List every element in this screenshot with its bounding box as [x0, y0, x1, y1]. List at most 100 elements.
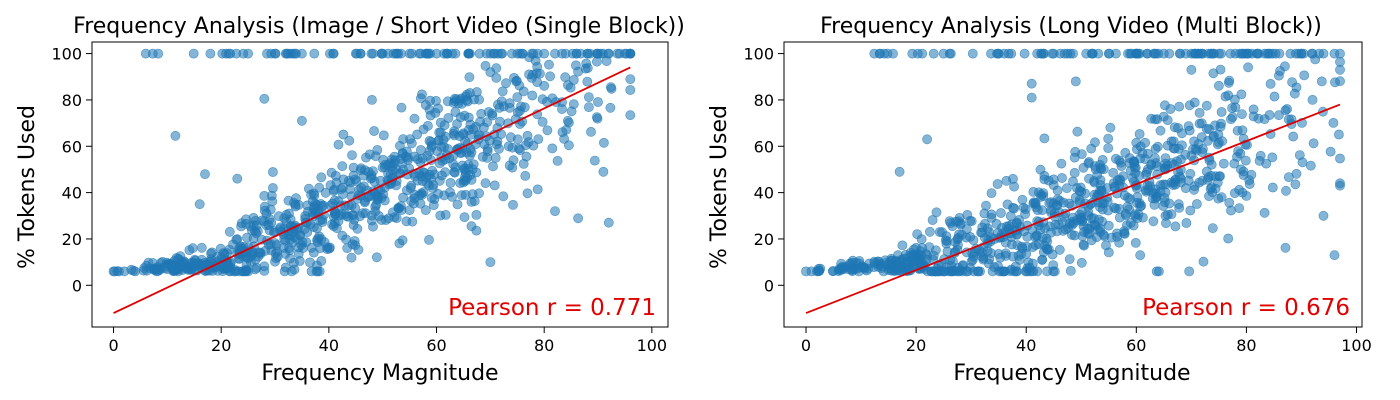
data-point [1173, 143, 1184, 154]
data-point [1072, 126, 1083, 137]
data-point [520, 170, 531, 181]
data-point [533, 134, 544, 144]
data-point [394, 140, 405, 151]
data-point [452, 199, 463, 210]
data-point [1198, 256, 1209, 267]
data-point [224, 226, 235, 237]
data-point [1289, 88, 1300, 99]
data-point [1267, 182, 1278, 193]
y-tick-label: 60 [62, 137, 82, 156]
data-point [1152, 114, 1163, 125]
data-point [1052, 185, 1063, 196]
data-point [405, 134, 415, 144]
data-point [1275, 66, 1285, 76]
data-point [449, 167, 460, 178]
data-point [1177, 128, 1187, 139]
data-point [1012, 240, 1023, 251]
data-point [302, 227, 313, 238]
x-tick-label: 80 [534, 336, 554, 355]
data-point [328, 186, 339, 196]
data-point [350, 174, 361, 185]
data-point [915, 246, 926, 257]
data-point [205, 48, 216, 59]
data-point [1162, 115, 1173, 125]
y-tick-label: 100 [743, 45, 774, 64]
data-point [471, 167, 482, 178]
data-point [1111, 48, 1121, 59]
data-point [1325, 146, 1336, 157]
data-point [1046, 227, 1056, 238]
data-point [282, 48, 293, 59]
data-point [333, 139, 344, 150]
data-point [1223, 90, 1234, 101]
data-point [348, 220, 359, 230]
data-point [524, 52, 534, 63]
data-point [1115, 175, 1126, 186]
data-point [358, 181, 369, 192]
data-point [328, 48, 339, 59]
data-point [522, 130, 533, 141]
chart-title: Frequency Analysis (Long Video (Multi Bl… [820, 14, 1322, 39]
data-point [503, 141, 514, 152]
data-point [977, 222, 988, 233]
data-point [393, 48, 404, 59]
y-tick-label: 20 [754, 230, 774, 249]
data-point [188, 48, 199, 59]
data-point [925, 226, 935, 237]
data-point [430, 108, 441, 118]
data-point [509, 73, 519, 83]
data-point [396, 205, 407, 215]
data-point [1236, 164, 1246, 175]
data-point [492, 48, 503, 59]
data-point [371, 252, 382, 263]
data-point [813, 263, 824, 274]
data-point [1172, 156, 1182, 167]
data-point [206, 254, 216, 264]
data-point [347, 150, 357, 160]
x-tick-label: 20 [211, 336, 231, 355]
data-point [424, 234, 434, 245]
y-tick-label: 40 [754, 184, 774, 203]
data-point [1048, 174, 1059, 185]
data-point [1335, 153, 1345, 164]
x-tick-label: 60 [426, 336, 446, 355]
data-point [1166, 209, 1177, 220]
data-point [1086, 143, 1097, 154]
data-point [307, 196, 318, 207]
data-point [454, 95, 465, 106]
data-point [933, 266, 944, 277]
data-point [1225, 48, 1236, 59]
data-point [455, 178, 466, 188]
data-point [370, 201, 381, 212]
data-point [383, 213, 394, 224]
data-point [1103, 220, 1114, 231]
data-point [1024, 266, 1035, 277]
data-point [1158, 201, 1169, 211]
data-point [1170, 221, 1181, 232]
data-point [1074, 195, 1085, 205]
data-point [961, 266, 972, 277]
y-axis-label: % Tokens Used [707, 105, 732, 269]
data-point [469, 196, 480, 207]
data-point [222, 248, 232, 258]
data-point [1128, 156, 1139, 166]
data-point [1294, 150, 1305, 160]
data-point [466, 129, 476, 140]
data-point [986, 188, 997, 198]
data-point [1234, 184, 1245, 195]
data-point [440, 167, 450, 178]
y-axis-ticks: 0 20 40 60 80 100 [743, 45, 784, 295]
data-point [532, 48, 543, 59]
data-point [1079, 240, 1089, 251]
data-point [1236, 89, 1247, 100]
data-point [1106, 232, 1117, 243]
data-point [1206, 48, 1217, 59]
data-point [153, 265, 164, 276]
data-point [241, 265, 252, 276]
data-point [356, 163, 367, 174]
data-point [1185, 168, 1196, 179]
data-point [1057, 173, 1067, 183]
data-point [278, 242, 289, 253]
data-point [1039, 174, 1050, 185]
data-point [931, 207, 942, 218]
